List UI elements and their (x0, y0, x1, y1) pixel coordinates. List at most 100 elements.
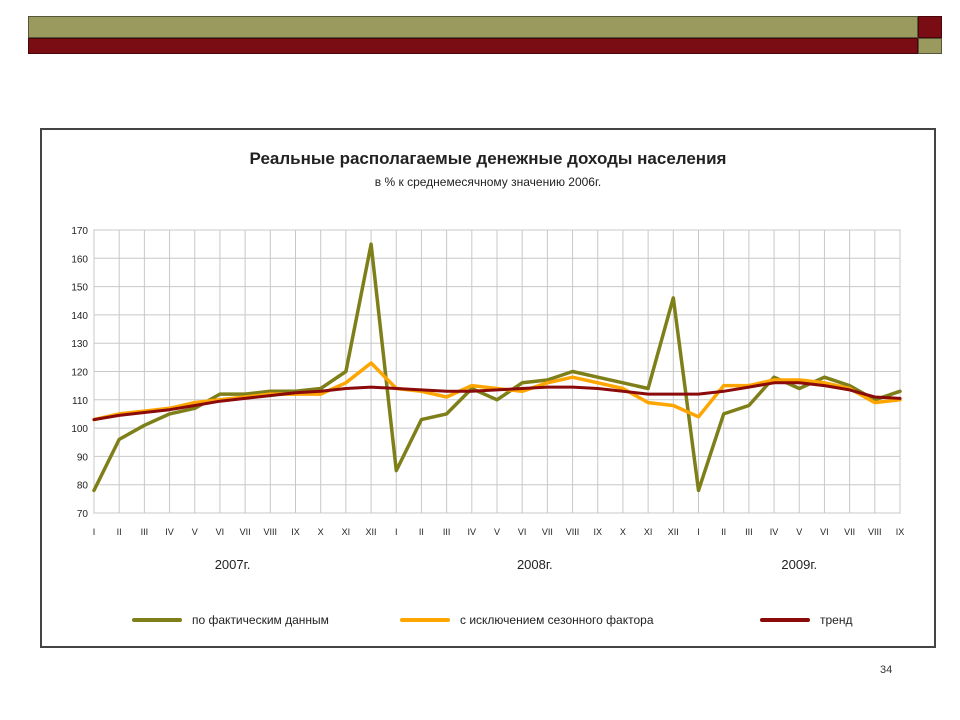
data-point (92, 418, 96, 421)
series-lines (92, 242, 902, 493)
x-tick-label: IX (593, 527, 602, 537)
y-tick-label: 70 (77, 509, 89, 520)
x-tick-label: X (318, 527, 324, 537)
data-point (344, 370, 348, 373)
data-point (319, 390, 322, 393)
data-point (143, 424, 146, 427)
data-point (823, 375, 826, 379)
data-point (92, 489, 96, 492)
header-corner-olive-square (918, 38, 942, 54)
data-point (571, 385, 574, 389)
data-point (470, 384, 474, 387)
data-point (117, 414, 121, 417)
data-point (218, 392, 222, 396)
data-point (369, 361, 373, 365)
data-point (520, 390, 524, 393)
data-point (722, 412, 725, 416)
data-point (243, 397, 247, 400)
data-point (848, 388, 851, 392)
x-tick-label: VII (240, 527, 251, 537)
x-tick-label: IX (896, 527, 905, 537)
y-axis: 70 80 90 100 110 120 130 140 150 160 170 (71, 226, 88, 520)
x-tick-label: VII (542, 527, 553, 537)
data-point (193, 404, 196, 407)
data-point (823, 384, 826, 387)
x-tick-label: VIII (566, 527, 580, 537)
x-tick-label: I (395, 527, 398, 537)
legend-label: тренд (820, 613, 852, 627)
y-tick-label: 90 (77, 452, 89, 463)
data-point (546, 385, 549, 389)
data-point (520, 387, 524, 390)
data-point (848, 384, 851, 387)
header-maroon-bar (28, 38, 918, 54)
x-tick-label: I (93, 527, 96, 537)
data-point (697, 489, 700, 492)
year-labels: 2007г. 2008г. 2009г. (215, 557, 817, 572)
data-point (117, 438, 121, 441)
year-label: 2009г. (781, 557, 817, 572)
data-point (621, 390, 625, 393)
x-tick-label: XI (644, 527, 653, 537)
data-point (495, 388, 499, 392)
y-tick-label: 170 (71, 226, 88, 237)
x-tick-label: XII (366, 527, 377, 537)
x-tick-label: V (796, 527, 802, 537)
page-number: 34 (880, 664, 893, 676)
data-point (621, 387, 625, 390)
data-point (344, 381, 348, 385)
y-tick-label: 100 (71, 424, 88, 435)
y-tick-label: 80 (77, 481, 89, 492)
income-line-chart: Реальные располагаемые денежные доходы н… (71, 149, 905, 627)
data-point (672, 404, 675, 407)
x-tick-label: III (745, 527, 753, 537)
data-point (470, 390, 474, 393)
x-tick-label: VI (820, 527, 829, 537)
data-point (319, 387, 322, 390)
data-point (420, 418, 423, 421)
data-point (798, 381, 801, 385)
x-tick-label: VII (844, 527, 855, 537)
data-point (218, 400, 222, 403)
data-point (898, 390, 902, 393)
data-point (243, 392, 247, 396)
data-point (344, 387, 348, 390)
year-label: 2007г. (215, 557, 251, 572)
data-point (420, 388, 423, 392)
x-tick-label: VI (216, 527, 225, 537)
x-tick-label: IX (291, 527, 300, 537)
data-point (898, 397, 902, 400)
data-point (520, 381, 524, 385)
x-tick-label: XI (342, 527, 351, 537)
x-tick-label: II (419, 527, 424, 537)
data-point (319, 392, 322, 396)
x-tick-label: III (443, 527, 451, 537)
data-point (747, 404, 751, 407)
data-point (772, 381, 776, 385)
y-tick-label: 140 (71, 311, 88, 322)
chart-title: Реальные располагаемые денежные доходы н… (250, 149, 727, 168)
data-point (672, 296, 675, 300)
y-tick-label: 120 (71, 368, 88, 379)
x-axis: I II III IV V VI VII VIII IX X XI XII I II III IV V VI VII… (93, 527, 905, 537)
data-point (445, 412, 448, 416)
data-point (747, 385, 751, 389)
data-point (294, 391, 297, 394)
data-point (445, 395, 448, 399)
data-point (168, 412, 171, 416)
data-point (646, 387, 650, 390)
x-tick-label: IV (165, 527, 174, 537)
x-tick-label: XII (668, 527, 679, 537)
grid-lines (93, 229, 901, 514)
y-tick-label: 160 (71, 254, 88, 265)
data-point (621, 381, 625, 385)
data-point (873, 401, 877, 404)
data-point (596, 387, 599, 390)
data-point (722, 390, 725, 393)
data-point (571, 375, 574, 379)
data-point (798, 387, 801, 390)
data-point (193, 401, 196, 404)
data-point (369, 385, 373, 389)
x-tick-label: VIII (868, 527, 882, 537)
data-point (823, 381, 826, 385)
